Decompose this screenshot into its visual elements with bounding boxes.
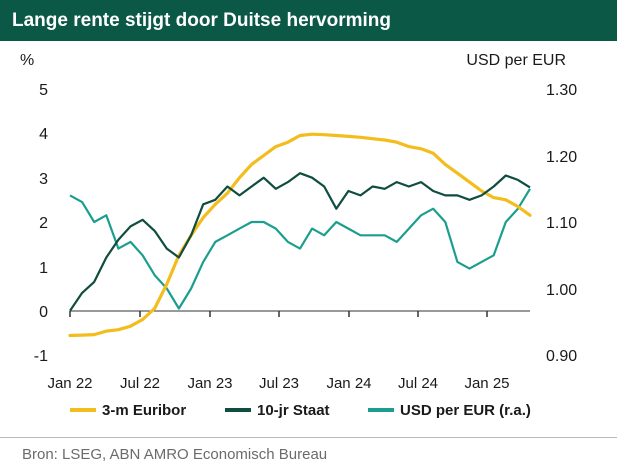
source-note: Bron: LSEG, ABN AMRO Economisch Bureau (22, 446, 328, 463)
left-tick: 4 (39, 126, 48, 143)
left-tick: 1 (39, 260, 48, 277)
left-tick: -1 (34, 348, 48, 365)
legend-label-staat: 10-jr Staat (257, 402, 330, 419)
series-10jr-staat-line (69, 172, 531, 312)
series-euribor-line (68, 132, 532, 338)
source-divider (0, 437, 617, 438)
legend: 3-m Euribor 10-jr Staat USD per EUR (r.a… (70, 402, 531, 419)
x-tick-label: Jan 22 (47, 375, 92, 392)
right-axis-label: USD per EUR (466, 52, 566, 69)
legend-label-usd: USD per EUR (r.a.) (400, 402, 531, 419)
left-axis-label: % (20, 52, 34, 69)
right-tick: 0.90 (546, 348, 577, 365)
left-tick: 2 (39, 215, 48, 232)
chart-title: Lange rente stijgt door Duitse hervormin… (0, 0, 617, 41)
left-tick: 5 (39, 82, 48, 99)
x-tick-label: Jan 24 (326, 375, 371, 392)
left-tick: 3 (39, 171, 48, 188)
x-tick-label: Jul 23 (259, 375, 299, 392)
x-tick-label: Jul 22 (120, 375, 160, 392)
right-y-ticks: 1.30 1.20 1.10 1.00 0.90 (546, 82, 577, 365)
right-tick: 1.20 (546, 149, 577, 166)
right-tick: 1.10 (546, 215, 577, 232)
x-tick-label: Jan 23 (187, 375, 232, 392)
left-y-ticks: 5 4 3 2 1 0 -1 (34, 82, 48, 365)
x-tick-label: Jan 25 (464, 375, 509, 392)
x-axis-tick-marks (69, 311, 488, 317)
x-tick-label: Jul 24 (398, 375, 438, 392)
right-tick: 1.30 (546, 82, 577, 99)
legend-label-euribor: 3-m Euribor (102, 402, 186, 419)
series-usd-per-eur-line (69, 188, 531, 310)
right-tick: 1.00 (546, 282, 577, 299)
x-tick-labels: Jan 22 Jul 22 Jan 23 Jul 23 Jan 24 Jul 2… (47, 375, 509, 392)
left-tick: 0 (39, 304, 48, 321)
